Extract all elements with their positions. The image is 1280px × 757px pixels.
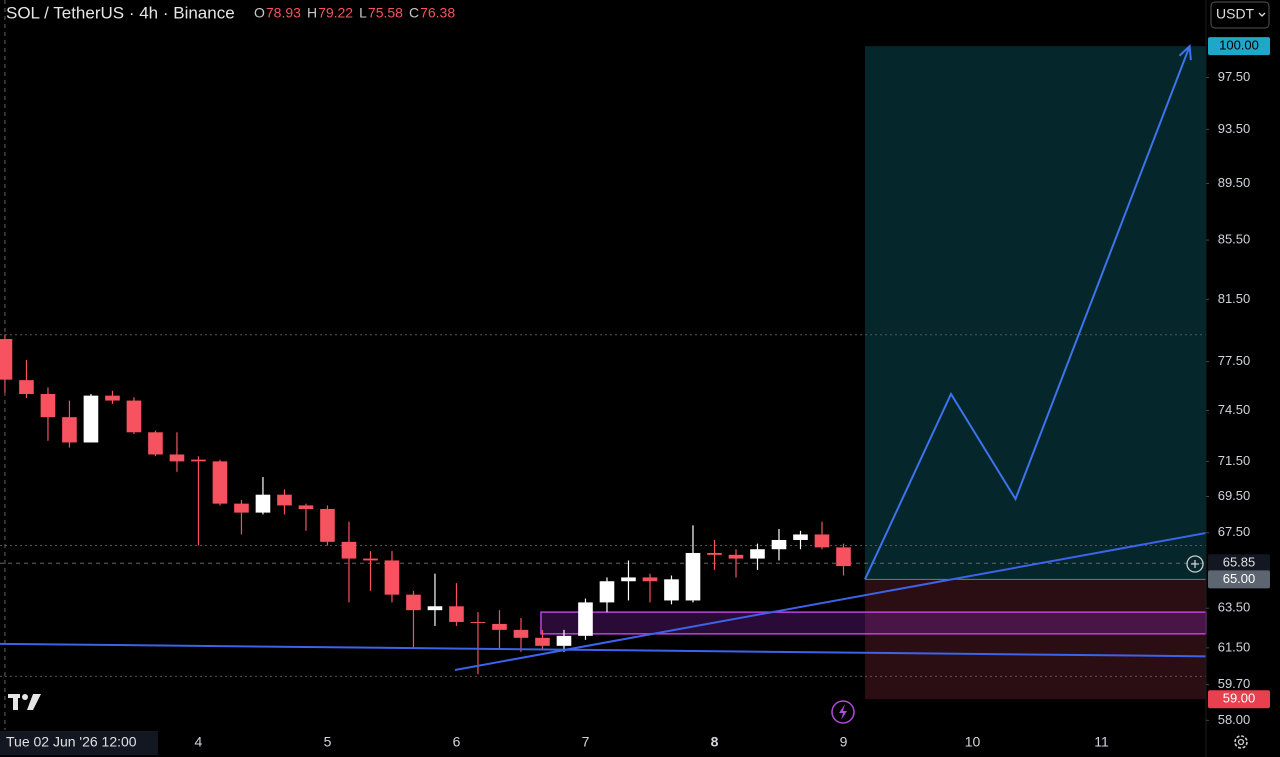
candle-body xyxy=(406,594,421,611)
candle-body xyxy=(169,454,185,462)
candle-body xyxy=(62,417,77,443)
ohlc-letter: H xyxy=(307,5,317,21)
y-tick-label: 69.50 xyxy=(1218,488,1251,503)
candle-body xyxy=(277,494,292,506)
price-badge-label: 100.00 xyxy=(1219,38,1259,53)
y-tick-label: 61.50 xyxy=(1218,639,1251,654)
x-tick-label: 9 xyxy=(840,734,848,750)
currency-button[interactable] xyxy=(1210,1,1270,29)
candle-body xyxy=(212,461,228,504)
candle-body xyxy=(19,380,34,394)
candle-body xyxy=(191,459,206,462)
stop-zone xyxy=(864,579,1206,700)
y-tick-label: 74.50 xyxy=(1218,402,1251,417)
candle-body xyxy=(707,552,722,555)
y-tick-label: 63.50 xyxy=(1218,600,1251,615)
candle-body xyxy=(513,629,529,638)
price-badge-label: 59.00 xyxy=(1223,691,1256,706)
x-tick-label: 11 xyxy=(1094,734,1109,750)
x-tick-label: 6 xyxy=(453,734,461,750)
x-tick-label: 7 xyxy=(582,734,590,750)
y-tick-label: 81.50 xyxy=(1218,291,1251,306)
candle-body xyxy=(255,494,271,513)
candle-body xyxy=(836,547,851,567)
candle-body xyxy=(728,554,744,559)
y-tick-label: 85.50 xyxy=(1218,231,1251,246)
candle-body xyxy=(298,505,314,510)
settings-button[interactable] xyxy=(1234,735,1248,749)
candle-body xyxy=(105,395,120,401)
candle-body xyxy=(449,606,464,622)
arrow-head xyxy=(1178,44,1192,61)
logo xyxy=(8,694,41,710)
candle-body xyxy=(814,534,830,548)
y-tick-label: 71.50 xyxy=(1218,453,1251,468)
price-badge xyxy=(1208,37,1270,56)
candle-body xyxy=(771,539,787,550)
candle-body xyxy=(341,541,357,559)
trendline xyxy=(454,532,1207,671)
lightning-button[interactable] xyxy=(831,700,855,724)
price-badge-label: 65.00 xyxy=(1223,571,1256,586)
candle-body xyxy=(126,400,142,433)
y-tick-label: 59.70 xyxy=(1218,676,1251,691)
price-badge xyxy=(1208,690,1270,709)
projection-path xyxy=(864,45,1191,580)
symbol-title: SOL / TetherUS · 4h · Binance xyxy=(6,3,235,22)
ohlc-letter: L xyxy=(359,5,367,21)
candle-body xyxy=(556,635,572,646)
candle-body xyxy=(664,579,679,601)
candle-body xyxy=(793,534,808,540)
axes: 97.50 93.50 89.50 85.50 81.50 77.50 74.50 71.50… xyxy=(0,37,1270,755)
ohlc-value: 76.38 xyxy=(420,5,455,21)
candle-body xyxy=(492,623,507,630)
plot xyxy=(0,0,1207,730)
x-tick-label: 8 xyxy=(711,734,719,750)
y-tick-label: 58.00 xyxy=(1218,712,1251,727)
price-badge xyxy=(1208,570,1270,589)
trendline xyxy=(0,642,1207,658)
candle-body xyxy=(750,549,765,559)
dropdown-icon xyxy=(1258,12,1266,17)
target-zone xyxy=(864,46,1206,580)
candle-body xyxy=(83,395,99,443)
y-tick-label: 77.50 xyxy=(1218,353,1251,368)
candle-body xyxy=(427,606,443,611)
candle-body xyxy=(363,558,378,561)
x-tick-label: 10 xyxy=(965,734,981,750)
candle-body xyxy=(685,552,701,601)
currency-label: USDT xyxy=(1216,6,1255,22)
ohlc-legend: O 78.93 H 79.22 L 75.58 C 76.38 xyxy=(254,5,455,21)
crosshair-time-badge xyxy=(0,731,158,755)
y-tick-label: 89.50 xyxy=(1218,175,1251,190)
candle-body xyxy=(599,581,615,603)
ohlc-letter: O xyxy=(254,5,265,21)
candle-body xyxy=(621,577,636,582)
candle-body xyxy=(234,503,249,513)
ohlc-value: 79.22 xyxy=(318,5,353,21)
candle-body xyxy=(40,393,56,418)
ohlc-letter: C xyxy=(409,5,419,21)
y-tick-label: 97.50 xyxy=(1218,69,1251,84)
candle-body xyxy=(578,602,593,636)
x-tick-label: 4 xyxy=(195,734,203,750)
price-badge-label: 65.85 xyxy=(1223,555,1256,570)
y-tick-label: 93.50 xyxy=(1218,121,1251,136)
crosshair-time-label: Tue 02 Jun '26 12:00 xyxy=(6,734,137,750)
candle-body xyxy=(384,560,400,595)
x-tick-label: 5 xyxy=(324,734,332,750)
candle-body xyxy=(470,621,486,623)
candle-body xyxy=(148,432,163,455)
y-tick-label: 67.50 xyxy=(1218,524,1251,539)
candle-body xyxy=(535,637,550,646)
candle-body xyxy=(0,339,13,380)
zone-box xyxy=(540,611,1207,635)
ohlc-value: 78.93 xyxy=(266,5,301,21)
crosshair-add[interactable] xyxy=(1186,555,1204,573)
candle-body xyxy=(642,577,658,582)
candle-body xyxy=(320,509,335,542)
ohlc-value: 75.58 xyxy=(368,5,403,21)
price-badge xyxy=(1208,554,1270,573)
